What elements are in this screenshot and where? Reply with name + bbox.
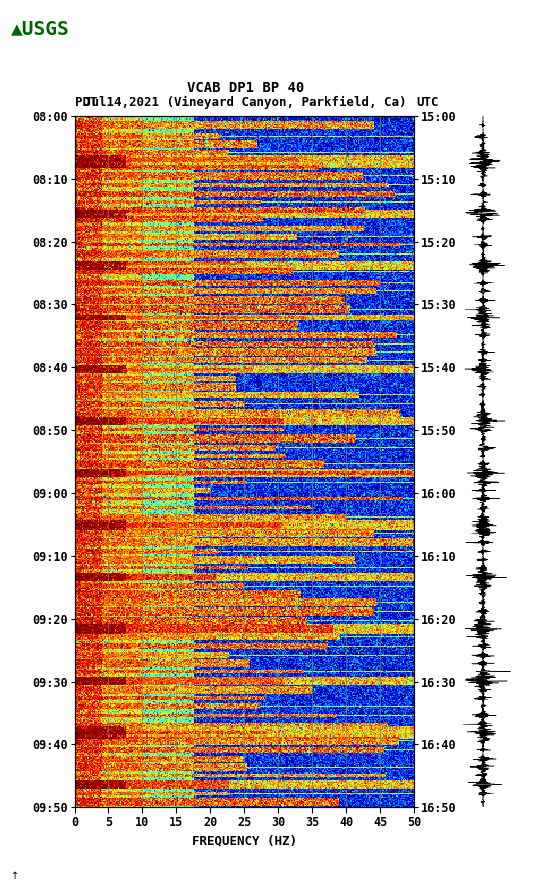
- Text: UTC: UTC: [417, 95, 439, 109]
- Text: Jul14,2021 (Vineyard Canyon, Parkfield, Ca): Jul14,2021 (Vineyard Canyon, Parkfield, …: [84, 95, 407, 109]
- Text: ▲USGS: ▲USGS: [11, 20, 70, 38]
- Text: PDT: PDT: [75, 95, 97, 109]
- X-axis label: FREQUENCY (HZ): FREQUENCY (HZ): [192, 834, 297, 847]
- Text: VCAB DP1 BP 40: VCAB DP1 BP 40: [187, 81, 304, 95]
- Text: ↑: ↑: [11, 871, 19, 881]
